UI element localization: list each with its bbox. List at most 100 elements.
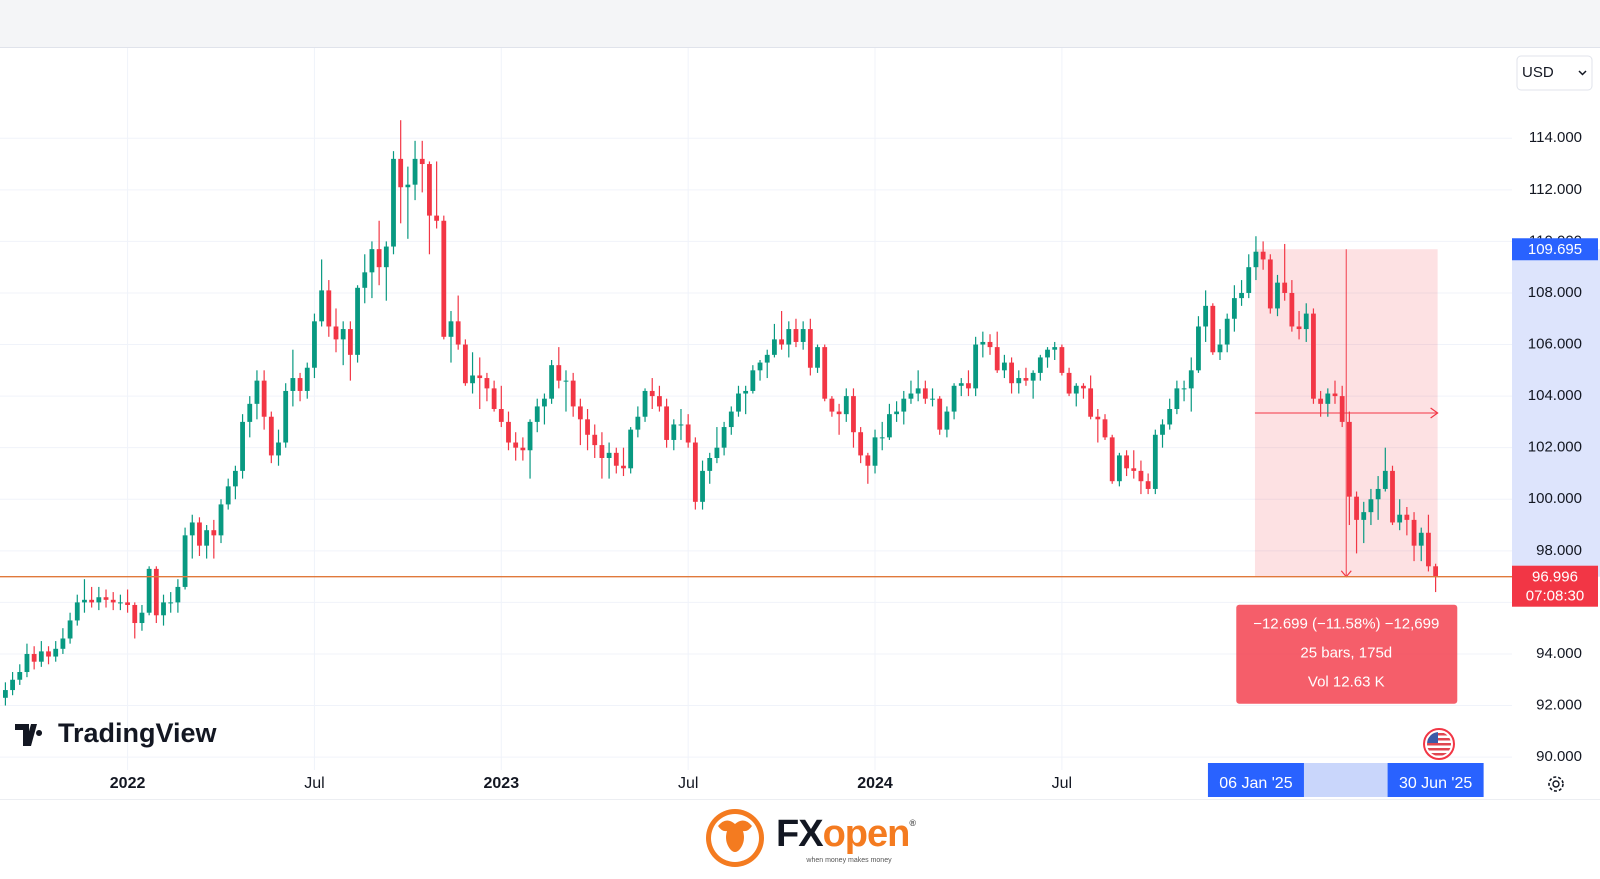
range-start-tag: [1512, 238, 1598, 261]
candle-body: [1246, 267, 1252, 293]
candle-body: [750, 370, 756, 391]
candle-body: [599, 445, 605, 458]
candle-body: [1045, 349, 1050, 358]
candle-body: [376, 249, 382, 268]
candle-body: [247, 403, 253, 422]
candle-body: [1145, 481, 1151, 489]
candle-body: [168, 602, 174, 604]
candle-body: [1382, 470, 1388, 489]
dropdown-caret[interactable]: [1578, 70, 1587, 76]
candle-body: [506, 421, 511, 443]
candle-body: [951, 385, 957, 412]
candle-body: [534, 406, 540, 422]
x-tick-label: 30 Jun '25: [1399, 775, 1472, 792]
candle-body: [110, 599, 116, 603]
candle-body: [96, 597, 102, 603]
candle-body: [628, 429, 634, 469]
measure-info-box: [1236, 604, 1458, 704]
y-tick-label: 94.000: [1536, 645, 1582, 662]
candle-body: [779, 339, 784, 345]
candle-body: [707, 457, 713, 471]
candle-body: [577, 406, 583, 420]
candle-body: [757, 362, 763, 371]
measure-info-line: Vol 12.63 K: [1308, 674, 1385, 691]
candle-body: [434, 215, 440, 221]
candle-body: [1088, 388, 1094, 417]
candle-body: [161, 602, 166, 616]
candle-body: [1354, 496, 1359, 520]
candle-body: [319, 290, 325, 322]
candle-body: [987, 341, 993, 348]
candle-body: [549, 365, 555, 399]
y-tick-label: 92.000: [1536, 697, 1582, 714]
candle-body: [312, 321, 317, 368]
candle-body: [980, 341, 986, 345]
flag-stripe: [1427, 753, 1451, 756]
countdown: 07:08:30: [1526, 588, 1584, 605]
candle-body: [139, 612, 145, 624]
y-tick-label: 114.000: [1529, 129, 1582, 146]
candle-body: [3, 690, 8, 698]
candle-body: [225, 486, 231, 505]
candle-body: [520, 447, 526, 451]
candle-body: [1081, 385, 1086, 389]
flag[interactable]: [1427, 732, 1451, 756]
event-flag[interactable]: [1423, 728, 1455, 760]
candle-body: [958, 383, 964, 386]
settings-button[interactable]: [1548, 776, 1564, 792]
candle-body: [240, 421, 245, 471]
top-band: [0, 0, 1600, 47]
currency-select[interactable]: USD: [1516, 55, 1593, 91]
candles-layer: [3, 120, 1439, 706]
candle-body: [700, 470, 705, 502]
candle-body: [635, 416, 641, 430]
candle-body: [1009, 362, 1014, 384]
tradingview-logo: TradingView: [15, 718, 218, 748]
candle-body: [685, 424, 691, 443]
candle-body: [1275, 282, 1280, 309]
candle-body: [1152, 434, 1158, 489]
flag-stripe: [1427, 738, 1451, 741]
candle-body: [125, 602, 130, 605]
candle-body: [211, 530, 217, 536]
x-tick-label: Jul: [304, 775, 324, 792]
gear-outer[interactable]: [1548, 776, 1564, 792]
brand-tagline: when money makes money: [805, 857, 892, 864]
y-tick-label: 104.000: [1528, 387, 1582, 404]
y-tick-label: 112.000: [1529, 181, 1582, 198]
candle-body: [1289, 292, 1295, 327]
candle-body: [498, 409, 504, 422]
candle-body: [276, 442, 281, 456]
candle-body: [527, 421, 533, 451]
candle-body: [333, 326, 339, 340]
candle-body: [657, 396, 662, 407]
gear-inner[interactable]: [1552, 780, 1560, 788]
candle-body: [728, 411, 734, 428]
candle-body: [585, 419, 590, 435]
candle-body: [74, 602, 80, 621]
candle-body: [369, 249, 375, 273]
x-tick-label: Jul: [678, 775, 698, 792]
candle-body: [621, 465, 626, 469]
flag-stripe: [1427, 743, 1451, 746]
candle-body: [103, 597, 109, 600]
candle-body: [17, 672, 23, 680]
candle-body: [894, 411, 899, 415]
candle-body: [455, 321, 461, 345]
candle-body: [851, 396, 856, 433]
candle-body: [232, 470, 238, 487]
candle-body: [908, 393, 914, 399]
currency[interactable]: USD: [1522, 64, 1554, 81]
candle-body: [858, 432, 864, 456]
currency-box[interactable]: [1516, 55, 1593, 91]
candle-body: [412, 158, 418, 185]
range-start-price: 109.695: [1528, 241, 1582, 258]
candle-body: [1181, 388, 1187, 390]
candle-body: [24, 653, 30, 673]
candle-body: [1311, 313, 1316, 399]
candle-body: [1418, 532, 1424, 546]
candle-body: [592, 434, 598, 446]
candle-body: [391, 158, 396, 247]
candle-body: [563, 380, 569, 382]
candle-body: [1390, 470, 1395, 523]
